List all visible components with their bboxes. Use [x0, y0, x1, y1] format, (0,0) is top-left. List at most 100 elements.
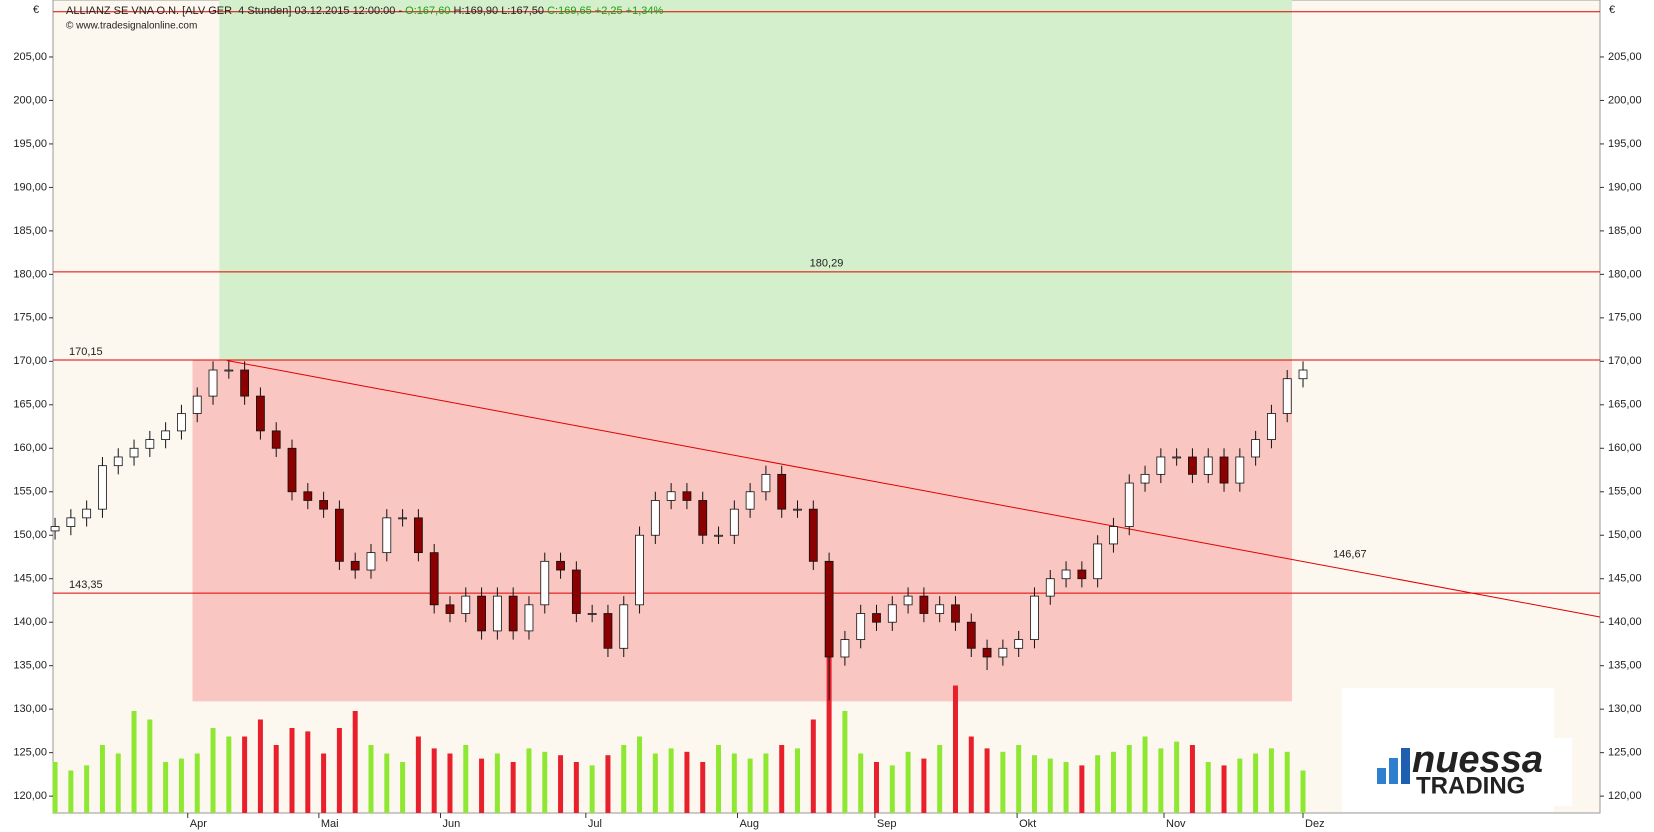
logo-line2: TRADING	[1416, 772, 1525, 799]
volume-bar	[447, 753, 453, 813]
volume-bar	[1031, 755, 1037, 813]
volume-bar	[652, 753, 658, 813]
logo-bar	[1389, 758, 1398, 784]
candle-body	[603, 613, 613, 649]
y-tick-label: 175,00	[13, 312, 47, 324]
candle-body	[887, 604, 897, 623]
volume-bar	[637, 736, 643, 813]
volume-bar	[1095, 755, 1101, 813]
candle-body	[461, 595, 471, 614]
candle-body	[129, 447, 139, 458]
logo-bar	[1377, 768, 1386, 784]
volume-bar	[68, 770, 74, 813]
volume-bar	[826, 651, 832, 813]
volume-bar	[684, 751, 690, 813]
candle-body	[840, 639, 850, 658]
candle-body	[1298, 369, 1308, 380]
volume-bar	[905, 751, 911, 813]
currency-left: €	[33, 4, 39, 16]
candle-body	[192, 395, 202, 414]
volume-bar	[889, 765, 895, 813]
header-title: ALLIANZ SE VNA O.N. [ALV GER 4 Stunden] …	[66, 5, 405, 17]
candle-body	[524, 604, 534, 632]
volume-bar	[226, 736, 232, 813]
y-tick-label: 170,00	[13, 355, 47, 367]
volume-bar	[1253, 753, 1259, 813]
volume-bar	[858, 753, 864, 813]
candle-body	[177, 413, 186, 432]
volume-bar	[178, 758, 184, 813]
copyright: © www.tradesignalonline.com	[66, 21, 197, 32]
y-tick-label: 155,00	[1608, 486, 1642, 498]
volume-bar	[431, 748, 437, 813]
candle-body	[398, 517, 407, 520]
logo-bar	[1401, 748, 1410, 784]
candle-body	[682, 491, 692, 501]
candle-body	[1061, 569, 1071, 580]
candle-body	[966, 621, 976, 649]
volume-bar	[1063, 762, 1069, 813]
x-tick-label: Apr	[190, 818, 207, 830]
volume-bar	[289, 728, 295, 813]
zone	[219, 0, 1292, 361]
volume-bar	[273, 745, 279, 813]
content: 180,29 170,15 143,35 146,67	[50, 0, 1601, 813]
y-tick-label: 140,00	[1608, 616, 1642, 628]
candle-body	[587, 613, 597, 615]
volume-bar	[747, 758, 753, 813]
y-tick-label: 175,00	[1608, 312, 1642, 324]
volume-bar	[115, 753, 121, 813]
volume-bar	[968, 736, 974, 813]
trend-line	[226, 359, 1601, 618]
y-tick-label: 130,00	[13, 703, 47, 715]
volume-bar	[1158, 748, 1164, 813]
volume-bar	[1016, 745, 1022, 813]
candle-body	[1014, 639, 1024, 649]
candle-body	[872, 613, 881, 623]
volume-bar	[494, 753, 500, 813]
candle-body	[1235, 456, 1245, 484]
y-tick-label: 120,00	[13, 790, 47, 802]
candle-body	[1251, 439, 1261, 458]
volume-bar	[605, 755, 611, 813]
volume-bar	[700, 762, 706, 813]
volume-bar	[463, 745, 469, 813]
volume-bar	[368, 745, 374, 813]
candle-body	[1109, 526, 1118, 545]
volume-bar	[731, 753, 737, 813]
candle-body	[145, 439, 155, 449]
level-label: 170,15	[69, 346, 103, 358]
candle-body	[1282, 378, 1292, 414]
volume-bar	[952, 685, 958, 813]
volume-bar	[1268, 748, 1274, 813]
y-tick-label: 125,00	[1608, 747, 1642, 759]
volume-bar	[1000, 751, 1006, 813]
candle-body	[808, 508, 818, 562]
header: ALLIANZ SE VNA O.N. [ALV GER 4 Stunden] …	[66, 5, 664, 17]
candle-body	[556, 560, 565, 571]
y-tick-label: 180,00	[13, 268, 47, 280]
y-tick-label: 125,00	[13, 747, 47, 759]
candle-body	[66, 517, 76, 527]
candle-body	[919, 595, 929, 614]
candle-body	[982, 647, 992, 658]
volume-bar	[795, 748, 801, 813]
y-tick-label: 120,00	[1608, 790, 1642, 802]
volume-bar	[873, 762, 879, 813]
header-open: O:167,60	[405, 5, 450, 17]
candle-body	[698, 500, 708, 536]
candle-body	[856, 613, 866, 640]
candle-body	[271, 430, 281, 449]
volume-bar	[210, 728, 216, 813]
candle-body	[745, 491, 755, 510]
y-tick-label: 185,00	[13, 225, 47, 237]
y-tick-label: 200,00	[1608, 94, 1642, 106]
candle-body	[1093, 543, 1103, 580]
zone	[192, 360, 1292, 702]
trend-label: 146,67	[1333, 548, 1367, 560]
y-tick-label: 150,00	[13, 529, 47, 541]
volume-bar	[52, 762, 58, 813]
volume-bar	[984, 748, 990, 813]
candle-body	[1124, 482, 1134, 527]
candle-body	[429, 552, 439, 606]
